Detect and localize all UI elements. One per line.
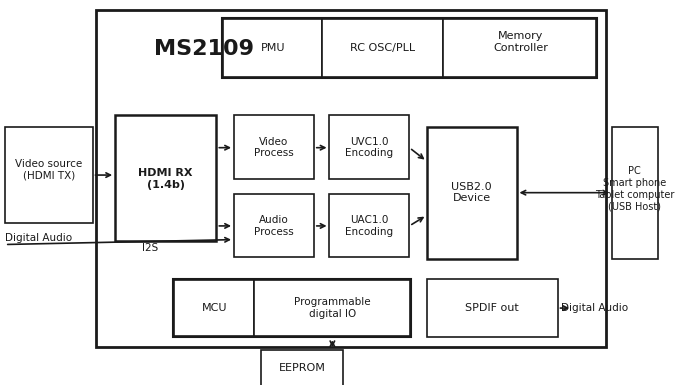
Text: SPDIF out: SPDIF out [465,303,519,313]
Bar [5,127,92,223]
Text: Programmable
digital IO: Programmable digital IO [294,297,371,319]
Text: EEPROM: EEPROM [279,363,326,373]
Bar [427,279,558,337]
Text: I2S: I2S [142,243,158,253]
Text: PMU: PMU [260,43,285,53]
Bar [223,18,322,77]
Text: PC
Smart phone
Tablet computer
(USB Host): PC Smart phone Tablet computer (USB Host… [595,166,674,211]
Bar [115,116,216,241]
Bar [322,18,443,77]
Text: UAC1.0
Encoding: UAC1.0 Encoding [345,215,394,237]
Text: USB2.0
Device: USB2.0 Device [452,182,492,203]
Bar [234,194,314,257]
Text: RC OSC/PLL: RC OSC/PLL [350,43,415,53]
Text: Video source
(HDMI TX): Video source (HDMI TX) [15,159,82,181]
Text: Digital Audio: Digital Audio [562,303,628,313]
Bar [222,18,596,78]
Bar [427,127,517,259]
Bar [261,350,343,385]
Text: Digital Audio: Digital Audio [5,233,72,243]
Text: HDMI RX
(1.4b): HDMI RX (1.4b) [139,168,193,190]
Bar [254,280,410,336]
Bar [329,116,409,179]
Bar [95,10,607,347]
Bar [443,18,596,77]
Bar [612,127,658,259]
Bar [175,280,254,336]
Text: UVC1.0
Encoding: UVC1.0 Encoding [345,137,394,159]
Text: Memory
Controller: Memory Controller [493,31,548,53]
Text: Video
Process: Video Process [254,137,294,159]
Text: Audio
Process: Audio Process [254,215,294,237]
Text: MS2109: MS2109 [154,39,254,59]
Text: MCU: MCU [202,303,227,313]
Bar [234,116,314,179]
Bar [173,279,411,337]
Bar [329,194,409,257]
